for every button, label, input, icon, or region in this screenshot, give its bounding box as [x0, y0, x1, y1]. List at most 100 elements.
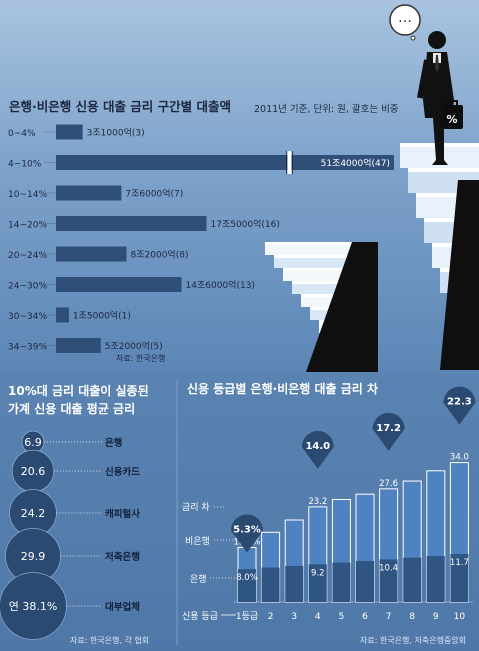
- grade-nonbank-value: 34.0: [450, 453, 469, 463]
- grade-tick-label: 4: [315, 612, 321, 622]
- grade-bar-bank: [285, 565, 304, 602]
- gap-marker: [231, 514, 263, 553]
- label-gap: 금리 차: [182, 501, 210, 513]
- grade-nonbank-value: 23.2: [308, 497, 327, 507]
- grade-bar-bank: [308, 564, 327, 602]
- top-bar-value-label: 7조6000억(7): [125, 188, 183, 200]
- upper-staircase: [400, 143, 479, 370]
- top-bar: [56, 216, 207, 231]
- bubble-category-label: 대부업체: [105, 601, 140, 613]
- top-bar: [56, 277, 182, 292]
- top-bar: [56, 307, 69, 323]
- grade-nonbank-value: 27.6: [379, 479, 398, 489]
- bubble-category-label: 은행: [105, 437, 122, 449]
- grade-tick-label: 7: [386, 612, 392, 622]
- grade-bar-bank: [261, 567, 280, 602]
- gap-marker: [372, 412, 405, 451]
- top-bar-category: 24~30%: [8, 282, 47, 292]
- top-bar-value-label: 1조5000억(1): [73, 310, 131, 322]
- gap-marker: [301, 430, 334, 469]
- lower-step-edge: [301, 294, 362, 297]
- top-chart-title: 은행·비은행 신용 대출 금리 구간별 대출액: [9, 99, 231, 114]
- top-bar-category: 10~14%: [8, 190, 47, 200]
- left-title-line2: 가계 신용 대출 평균 금리: [8, 401, 135, 416]
- bubble-category-label: 저축은행: [105, 551, 140, 563]
- top-bar: [56, 124, 83, 140]
- left-chart-source: 자료: 한국은행, 각 협회: [70, 635, 149, 645]
- bubble-value-label: 연 38.1%: [9, 600, 58, 613]
- speech-text: …: [398, 10, 412, 26]
- grade-bar-bank: [450, 554, 469, 602]
- grade-bar-bank: [379, 559, 398, 602]
- gap-marker: [443, 386, 476, 425]
- right-chart-title: 신용 등급별 은행·비은행 대출 금리 차: [187, 381, 378, 396]
- grade-tick-label: 6: [362, 612, 368, 622]
- top-bar-category: 34~39%: [8, 343, 47, 353]
- briefcase-label: %: [446, 113, 457, 126]
- grade-tick-label: 2: [268, 612, 274, 622]
- label-grade: 신용 등급: [182, 611, 218, 622]
- top-bar: [56, 246, 127, 262]
- lower-step-edge: [283, 268, 362, 271]
- top-bar-value-label: 14조6000억(13): [186, 279, 255, 291]
- bubble-value-label: 20.6: [21, 465, 46, 478]
- grade-tick-label: 8: [409, 612, 415, 622]
- grade-tick-label: 3: [291, 612, 297, 622]
- grade-bar-bank: [356, 561, 374, 602]
- upper-step-edge: [416, 193, 479, 197]
- bubble-value-label: 24.2: [21, 507, 46, 520]
- lower-step-edge: [274, 255, 362, 258]
- upper-step-edge: [424, 218, 479, 222]
- grade-bank-value: 10.4: [379, 563, 398, 573]
- right-chart-source: 자료: 한국은행, 저축은행중앙회: [360, 635, 466, 645]
- gap-marker-label: 14.0: [305, 441, 330, 452]
- top-bar-value-label: 5조2000억(5): [105, 340, 163, 352]
- top-bar-category: 14~20%: [8, 221, 47, 231]
- lower-staircase-shadow: [306, 242, 378, 372]
- grade-tick-label: 5: [339, 612, 345, 622]
- top-bar-value-label: 51조4000억(47): [321, 157, 390, 169]
- top-bar: [56, 185, 122, 201]
- top-bar-chart: 0~4% 3조1000억(3) 4~10% 51조4000억(47) 10~14% 7조6…: [8, 124, 394, 353]
- grade-tick-label: 9: [433, 612, 439, 622]
- label-bank: 은행: [190, 573, 207, 585]
- bubble-value-label: 29.9: [21, 550, 46, 563]
- lower-step-edge: [292, 281, 362, 284]
- label-nonbank: 비은행: [185, 535, 210, 547]
- bubble-value-label: 6.9: [24, 436, 42, 449]
- top-bar-category: 20~24%: [8, 251, 47, 261]
- grade-bank-value: 8.0%: [236, 573, 258, 583]
- top-bar-value-label: 17조5000억(16): [211, 218, 280, 230]
- top-bar-category: 30~34%: [8, 312, 47, 322]
- grade-bar-bank: [403, 557, 422, 602]
- bubble-category-label: 캐피털사: [105, 508, 140, 520]
- top-bar-value-label: 8조2000억(8): [131, 249, 189, 261]
- grade-bank-value: 9.2: [311, 568, 325, 578]
- businessman-figure: [417, 31, 454, 165]
- gap-marker-label: 22.3: [447, 397, 472, 408]
- upper-staircase-shadow: [440, 180, 479, 370]
- grade-tick-label: 1등급: [236, 611, 258, 622]
- grade-bank-value: 11.7: [450, 558, 469, 568]
- top-bar-category: 4~10%: [8, 160, 42, 170]
- top-bar: [56, 155, 394, 170]
- left-title-line1: 10%대 금리 대출이 실종된: [8, 383, 149, 398]
- grade-bar-chart: 1등급13.3%8.0%5.3%23423.29.214.056727.610.…: [210, 386, 476, 622]
- top-chart-source: 자료: 한국은행: [116, 353, 165, 363]
- top-bar-category: 0~4%: [8, 129, 36, 139]
- bubble-category-label: 신용카드: [105, 466, 140, 478]
- top-bar-value-label: 3조1000억(3): [87, 127, 145, 139]
- speech-bubble: …: [389, 4, 421, 41]
- grade-bar-bank: [426, 556, 445, 602]
- grade-bar-bank: [332, 562, 351, 602]
- top-bar: [56, 338, 101, 353]
- grade-bar-bank: [238, 569, 256, 602]
- gap-marker-label: 5.3%: [233, 524, 261, 535]
- grade-tick-label: 10: [454, 612, 466, 622]
- lower-staircase: [265, 242, 378, 372]
- lower-step: [274, 255, 362, 268]
- gap-marker-label: 17.2: [376, 423, 401, 434]
- upper-step-edge: [408, 168, 479, 172]
